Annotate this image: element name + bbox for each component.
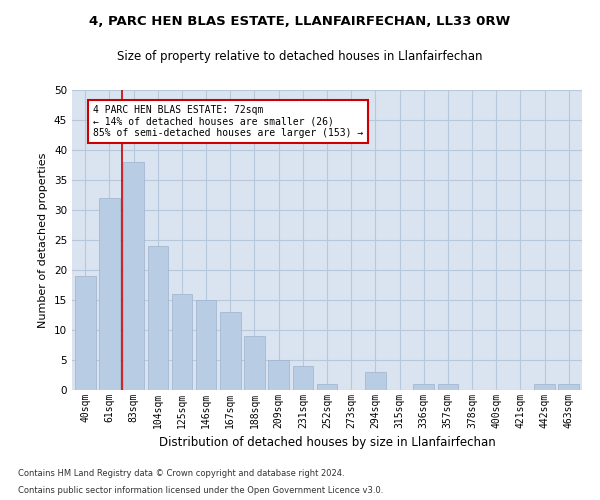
Bar [534, 384, 555, 390]
Bar [437, 384, 458, 390]
X-axis label: Distribution of detached houses by size in Llanfairfechan: Distribution of detached houses by size … [158, 436, 496, 450]
Bar [99, 198, 120, 390]
Bar [559, 384, 579, 390]
Bar [293, 366, 313, 390]
Text: 4, PARC HEN BLAS ESTATE, LLANFAIRFECHAN, LL33 0RW: 4, PARC HEN BLAS ESTATE, LLANFAIRFECHAN,… [89, 15, 511, 28]
Text: Contains HM Land Registry data © Crown copyright and database right 2024.: Contains HM Land Registry data © Crown c… [18, 468, 344, 477]
Bar [148, 246, 168, 390]
Text: Size of property relative to detached houses in Llanfairfechan: Size of property relative to detached ho… [117, 50, 483, 63]
Text: 4 PARC HEN BLAS ESTATE: 72sqm
← 14% of detached houses are smaller (26)
85% of s: 4 PARC HEN BLAS ESTATE: 72sqm ← 14% of d… [92, 105, 363, 138]
Bar [413, 384, 434, 390]
Bar [365, 372, 386, 390]
Bar [75, 276, 95, 390]
Bar [244, 336, 265, 390]
Bar [317, 384, 337, 390]
Bar [268, 360, 289, 390]
Text: Contains public sector information licensed under the Open Government Licence v3: Contains public sector information licen… [18, 486, 383, 495]
Y-axis label: Number of detached properties: Number of detached properties [38, 152, 49, 328]
Bar [124, 162, 144, 390]
Bar [220, 312, 241, 390]
Bar [172, 294, 192, 390]
Bar [196, 300, 217, 390]
